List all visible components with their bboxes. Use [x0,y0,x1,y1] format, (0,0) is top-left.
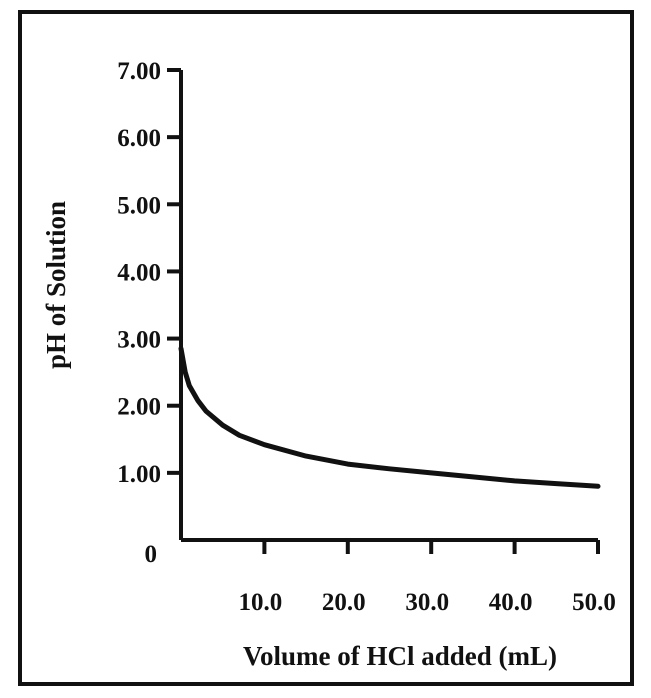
x-tick-label: 40.0 [489,589,533,616]
y-tick-label: 0 [145,541,158,568]
y-ticks: 0 1.00 2.00 3.00 4.00 5.00 6.00 7.00 [117,58,181,568]
chart-frame [18,10,634,686]
x-tick-label: 30.0 [405,589,449,616]
x-tick-label: 50.0 [572,589,616,616]
series-line [178,346,601,489]
y-tick-label: 3.00 [117,327,161,354]
y-tick-label: 1.00 [117,461,161,488]
y-tick-label: 2.00 [117,394,161,421]
x-axis-title: Volume of HCl added (mL) [243,641,557,671]
x-ticks: 10.0 20.0 30.0 40.0 50.0 [239,540,616,616]
x-tick-label: 20.0 [322,589,366,616]
x-tick-label: 10.0 [239,589,283,616]
y-axis-title: pH of Solution [41,201,71,369]
y-tick-label: 7.00 [117,58,161,85]
y-tick-label: 4.00 [117,259,161,286]
y-tick-label: 5.00 [117,192,161,219]
y-tick-label: 6.00 [117,125,161,152]
